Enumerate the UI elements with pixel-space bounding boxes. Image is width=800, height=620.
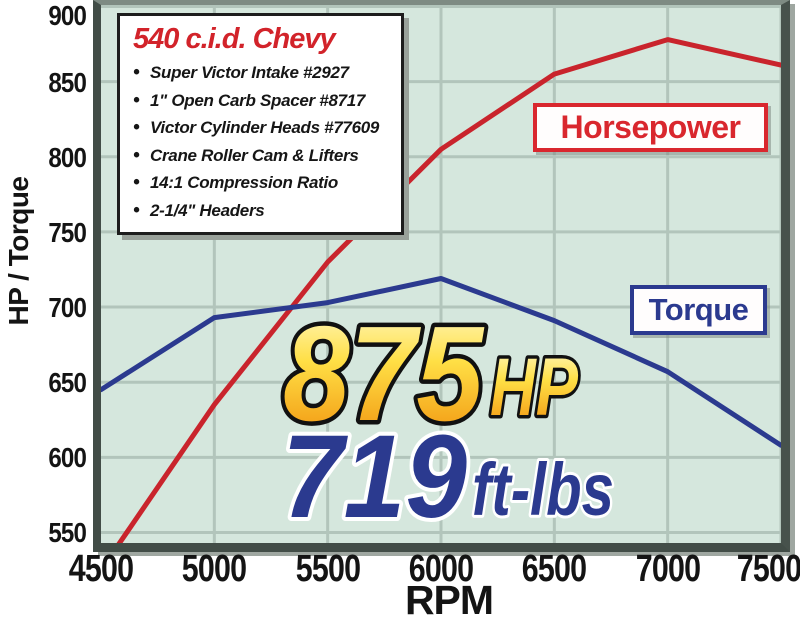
spec-item: Super Victor Intake #2927 bbox=[133, 59, 393, 87]
x-tick-label: 4500 bbox=[68, 548, 134, 590]
spec-box-title: 540 c.i.d. Chevy bbox=[133, 23, 336, 55]
y-tick-label: 650 bbox=[48, 367, 86, 399]
x-tick-label: 6000 bbox=[408, 548, 474, 590]
y-tick-label: 750 bbox=[48, 216, 86, 248]
y-tick-label: 800 bbox=[48, 141, 86, 173]
engine-spec-box: 540 c.i.d. Chevy Super Victor Intake #29… bbox=[117, 13, 404, 235]
x-tick-label: 5500 bbox=[295, 548, 360, 590]
y-tick-label: 900 bbox=[48, 0, 86, 31]
y-tick-label: 600 bbox=[48, 442, 86, 474]
spec-item: 14:1 Compression Ratio bbox=[133, 169, 393, 197]
spec-item: 1" Open Carb Spacer #8717 bbox=[133, 87, 393, 115]
horsepower-curve bbox=[116, 37, 781, 543]
x-tick-label: 7500 bbox=[736, 548, 800, 590]
spec-item: Victor Cylinder Heads #77609 bbox=[133, 114, 393, 142]
y-tick-label: 850 bbox=[48, 66, 86, 98]
spec-item: 2-1/4" Headers bbox=[133, 197, 393, 225]
spec-list: Super Victor Intake #29271" Open Carb Sp… bbox=[133, 59, 393, 224]
torque-curve bbox=[101, 276, 781, 448]
torque-series-label: Torque bbox=[630, 285, 767, 335]
y-tick-label: 550 bbox=[48, 517, 86, 549]
spec-item: Crane Roller Cam & Lifters bbox=[133, 142, 393, 170]
x-tick-label: 7000 bbox=[635, 548, 700, 590]
x-tick-label: 6500 bbox=[522, 548, 587, 590]
horsepower-series-label: Horsepower bbox=[533, 103, 768, 152]
x-axis-title: RPM bbox=[404, 577, 494, 620]
y-tick-label: 700 bbox=[48, 292, 86, 324]
y-axis-title: HP / Torque bbox=[3, 176, 34, 326]
x-tick-label: 5000 bbox=[182, 548, 247, 590]
